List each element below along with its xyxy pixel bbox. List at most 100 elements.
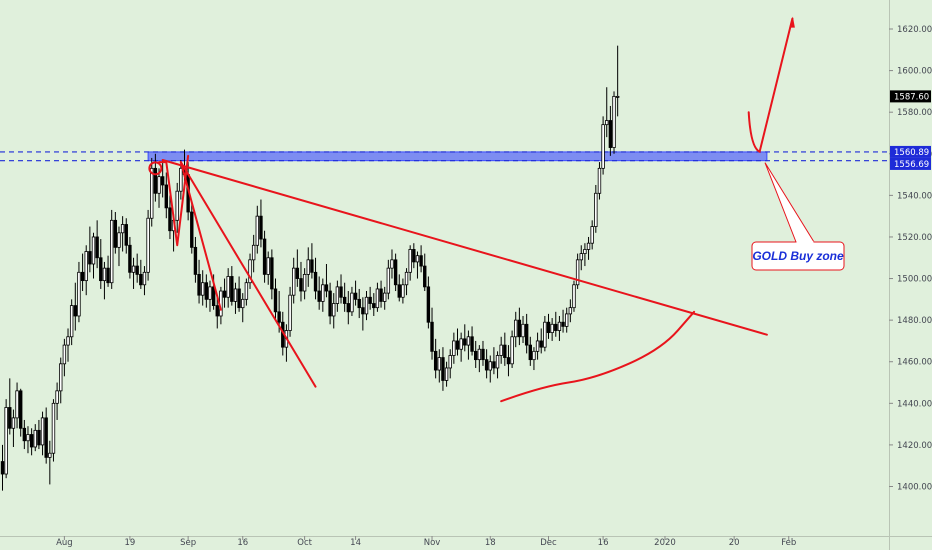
- candle-body-up: [40, 417, 45, 446]
- x-tick-label: Feb: [781, 538, 796, 548]
- candle: [200, 270, 205, 306]
- candle: [208, 280, 212, 312]
- candle-body-down: [492, 361, 496, 369]
- candle-body-up: [459, 338, 463, 350]
- price-tag-label: 1556.69: [894, 160, 929, 170]
- candle: [204, 274, 209, 308]
- candle: [55, 382, 59, 420]
- candle-body-up: [575, 259, 580, 286]
- candle: [62, 338, 67, 377]
- candle: [452, 332, 456, 364]
- candle-body-up: [401, 284, 405, 298]
- y-tick-label: 1480.00: [897, 316, 932, 326]
- candle-body-down: [379, 288, 383, 302]
- candle-body-up: [535, 340, 540, 352]
- candle-body-up: [26, 434, 30, 442]
- x-tick-label: Aug: [56, 538, 73, 548]
- candle-body-up: [84, 251, 88, 282]
- candle: [193, 236, 198, 283]
- candle-body-down: [113, 219, 118, 248]
- candle: [164, 172, 168, 219]
- candle-body-down: [160, 176, 165, 186]
- candle: [22, 419, 27, 450]
- candle-body-down: [211, 286, 216, 306]
- candle-body-down: [124, 224, 128, 246]
- candle: [160, 160, 165, 198]
- candle-body-up: [302, 273, 307, 292]
- x-tick-label: Nov: [424, 538, 441, 548]
- candle-body-down: [506, 357, 511, 365]
- price-tag-box: [890, 145, 931, 158]
- candle-body-down: [135, 265, 139, 275]
- price-tag-box: [890, 157, 931, 170]
- candle: [48, 440, 52, 485]
- candle-body-down: [368, 296, 372, 304]
- candle-body-down: [328, 290, 332, 317]
- candle-body-up: [291, 267, 296, 296]
- buy-zone-layer: [0, 151, 889, 162]
- candle: [503, 332, 507, 366]
- candle-body-down: [324, 284, 329, 292]
- candle-body-up: [550, 323, 554, 334]
- candle-body-down: [433, 350, 438, 371]
- y-tick-label: 1520.00: [897, 233, 932, 243]
- candle: [88, 226, 92, 273]
- y-tick-label: 1580.00: [897, 108, 932, 118]
- candle: [102, 261, 107, 300]
- candle: [259, 199, 263, 248]
- candle: [419, 245, 423, 273]
- price-tag-label: 1587.60: [894, 92, 929, 102]
- candle-body-down: [361, 307, 365, 315]
- candle-body-down: [393, 259, 398, 286]
- candle-body-up: [386, 267, 391, 294]
- candle: [139, 259, 143, 289]
- candle-body-down: [463, 338, 467, 346]
- candle-body-down: [73, 305, 77, 317]
- candle: [415, 251, 420, 279]
- candle-body-down: [561, 321, 565, 327]
- candle: [437, 349, 441, 383]
- candle-body-up: [579, 253, 583, 261]
- candle-body-down: [419, 255, 423, 267]
- candle: [73, 282, 77, 331]
- candle-body-up: [510, 336, 514, 365]
- candle: [51, 399, 56, 462]
- candle: [350, 286, 354, 316]
- candle-body-up: [146, 217, 150, 273]
- candle: [361, 297, 365, 331]
- candle: [586, 236, 591, 260]
- candle: [332, 293, 336, 329]
- candle-body-up: [91, 236, 96, 265]
- candle: [386, 259, 391, 300]
- candle-body-down: [262, 238, 267, 275]
- x-tick-label: Dec: [540, 538, 557, 548]
- candle: [306, 247, 310, 287]
- x-tick-label: 14: [350, 538, 361, 548]
- candle-body-down: [539, 340, 543, 348]
- candle: [495, 351, 500, 379]
- candle: [175, 182, 179, 233]
- candle: [342, 282, 347, 312]
- candle-body-up: [175, 190, 179, 221]
- candle-body-up: [226, 276, 230, 298]
- candle-body-up: [55, 390, 59, 404]
- candle: [459, 332, 463, 362]
- candle: [583, 243, 587, 267]
- candle: [390, 249, 394, 279]
- candle: [423, 253, 427, 292]
- candle: [262, 230, 267, 283]
- candle-body-up: [208, 286, 212, 300]
- candle: [528, 336, 532, 366]
- candle-body-down: [441, 357, 445, 381]
- candle-body-down: [277, 311, 281, 323]
- candle-body-down: [455, 340, 460, 350]
- candle-body-up: [499, 344, 503, 356]
- candle: [597, 162, 602, 200]
- candle: [80, 253, 85, 292]
- candle-body-up: [117, 232, 121, 248]
- candle-body-up: [33, 429, 37, 448]
- candle-body-down: [37, 429, 41, 446]
- candle: [346, 291, 350, 325]
